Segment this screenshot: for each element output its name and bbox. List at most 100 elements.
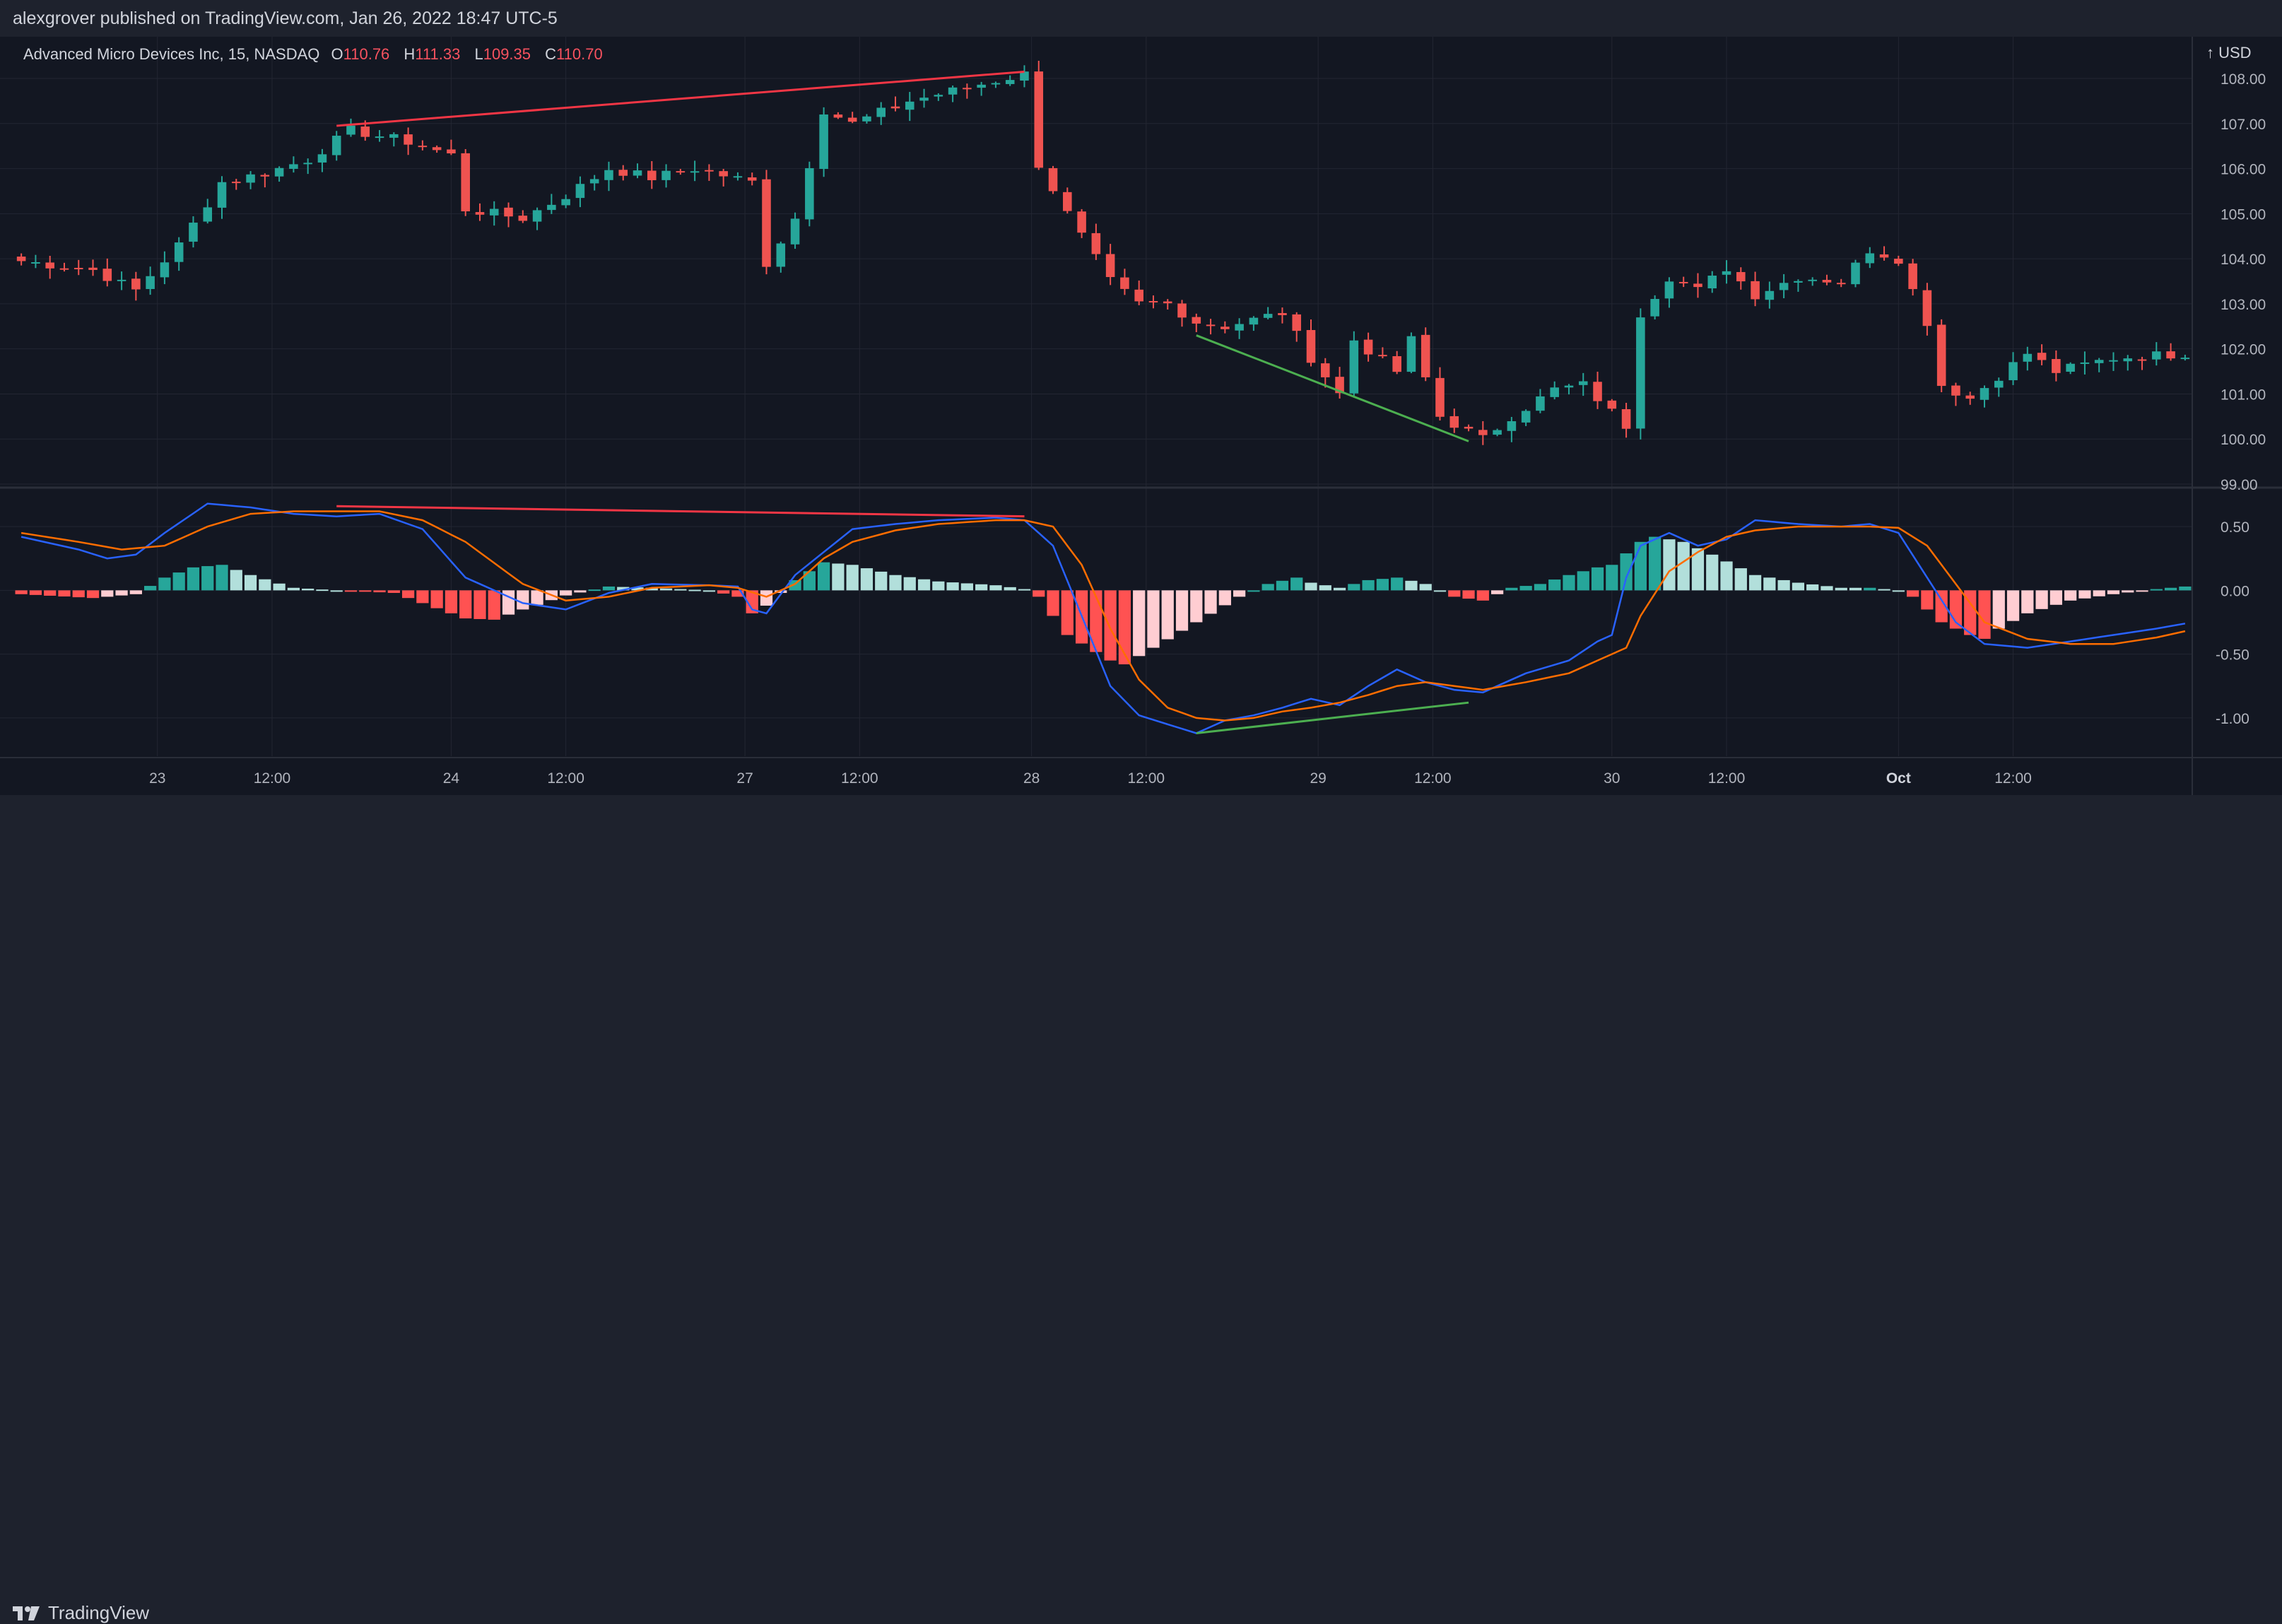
candle-body xyxy=(73,268,83,270)
candle-body xyxy=(1449,416,1459,428)
macd-histogram-bar xyxy=(588,589,601,592)
high-value: 111.33 xyxy=(415,45,461,63)
candle-body xyxy=(1077,211,1086,233)
currency-label: USD xyxy=(2218,44,2252,61)
candle-body xyxy=(1693,283,1702,288)
candle-body xyxy=(1464,426,1474,429)
macd-histogram-bar xyxy=(2049,590,2062,605)
macd-histogram-bar xyxy=(1964,590,1977,635)
candle-body xyxy=(1621,408,1631,429)
candle-body xyxy=(461,153,470,212)
symbol-legend[interactable]: Advanced Micro Devices Inc, 15, NASDAQ O… xyxy=(23,45,613,64)
price-tick-label: 103.00 xyxy=(2221,297,2266,313)
macd-histogram-bar xyxy=(86,590,100,599)
macd-histogram-bar xyxy=(416,590,429,604)
candle-body xyxy=(1020,71,1029,81)
candle-body xyxy=(475,212,485,215)
macd-histogram-bar xyxy=(1090,590,1102,652)
macd-histogram-bar xyxy=(645,587,658,591)
price-bullish-divergence-line xyxy=(1196,334,1469,442)
macd-histogram-bar xyxy=(259,579,271,591)
macd-histogram-bar xyxy=(144,586,157,591)
candle-body xyxy=(1134,289,1143,302)
candle-body xyxy=(532,210,542,222)
candle-body xyxy=(2180,358,2190,360)
macd-histogram-bar xyxy=(1663,539,1676,591)
macd-histogram-bar xyxy=(273,583,286,591)
macd-histogram-bar xyxy=(58,590,71,597)
candle-body xyxy=(274,167,284,177)
currency-selector[interactable]: ↑ USD xyxy=(2206,44,2252,62)
price-tick-label: 105.00 xyxy=(2221,206,2266,223)
macd-histogram-bar xyxy=(1490,590,1504,594)
macd-histogram-bar xyxy=(244,575,257,591)
time-tick-label: 30 xyxy=(1604,770,1620,787)
macd-line xyxy=(20,502,2186,734)
macd-histogram-bar xyxy=(803,571,816,591)
candle-body xyxy=(1794,281,1803,283)
macd-histogram-bar xyxy=(1218,590,1231,606)
candle-body xyxy=(1192,317,1201,324)
candle-body xyxy=(1320,363,1330,377)
macd-histogram-bar xyxy=(1892,590,1905,592)
candle-body xyxy=(876,107,886,117)
candle-body xyxy=(1478,430,1488,435)
macd-histogram-bar xyxy=(2078,590,2091,599)
macd-histogram-bar xyxy=(903,577,916,591)
candle-body xyxy=(1406,336,1416,372)
macd-histogram-bar xyxy=(201,566,214,591)
macd-histogram-bar xyxy=(1706,554,1719,591)
macd-bearish-divergence-line xyxy=(336,505,1025,518)
candle-body xyxy=(890,106,900,109)
chart-canvas[interactable]: 108.00 107.00 106.00 105.00 104.00 103.00 102.… xyxy=(0,0,2282,795)
macd-histogram-bar xyxy=(731,590,744,597)
macd-tick-label: -1.00 xyxy=(2216,711,2249,727)
macd-histogram-bar xyxy=(474,590,486,619)
candle-body xyxy=(174,242,184,262)
macd-histogram-bar xyxy=(1190,590,1203,623)
macd-histogram-bar xyxy=(1978,590,1991,639)
candle-body xyxy=(575,184,585,199)
candle-body xyxy=(919,98,929,101)
candle-body xyxy=(977,84,986,88)
macd-histogram-bar xyxy=(1864,587,1876,591)
macd-tick-label: 0.00 xyxy=(2221,583,2249,599)
candle-body xyxy=(934,95,943,97)
macd-histogram-bar xyxy=(531,590,543,605)
macd-histogram-bar xyxy=(373,590,386,593)
macd-histogram-bar xyxy=(2035,590,2048,609)
candle-body xyxy=(2080,362,2090,364)
macd-histogram-bar xyxy=(746,590,758,613)
candle-body xyxy=(1005,80,1015,84)
candle-body xyxy=(1177,303,1187,318)
candle-body xyxy=(676,171,686,173)
macd-histogram-bar xyxy=(1061,590,1074,635)
candle-body xyxy=(2109,360,2118,362)
macd-histogram-bar xyxy=(2064,590,2077,601)
candle-body xyxy=(561,199,570,206)
candle-body xyxy=(31,262,40,264)
candle-body xyxy=(776,243,786,267)
candle-body xyxy=(690,171,700,173)
open-label: O xyxy=(331,45,343,63)
macd-histogram-bar xyxy=(674,589,687,591)
candle-body xyxy=(146,276,155,289)
candle-body xyxy=(2037,353,2047,360)
macd-histogram-bar xyxy=(2006,590,2020,621)
candle-body xyxy=(1091,233,1101,254)
time-tick-label: 12:00 xyxy=(1708,770,1746,787)
tradingview-brand[interactable]: TradingView xyxy=(13,1602,149,1624)
macd-histogram-bar xyxy=(172,572,185,591)
macd-histogram-bar xyxy=(2107,590,2120,594)
candle-body xyxy=(1664,281,1674,299)
macd-histogram-bar xyxy=(717,590,730,594)
candle-body xyxy=(1965,395,1975,399)
macd-histogram-bar xyxy=(101,590,114,597)
candle-body xyxy=(1836,283,1846,285)
candle-body xyxy=(1278,313,1287,315)
close-label: C xyxy=(545,45,557,63)
candle-body xyxy=(1865,253,1875,264)
macd-histogram-bar xyxy=(1806,584,1819,591)
macd-histogram-bar xyxy=(889,575,902,591)
macd-histogram-bar xyxy=(129,590,142,594)
